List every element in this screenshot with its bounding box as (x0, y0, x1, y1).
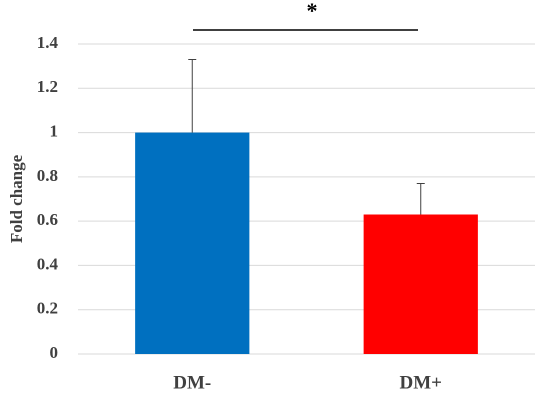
y-tick-label: 1 (50, 121, 59, 140)
y-tick-label: 1.4 (37, 33, 59, 52)
x-tick-label: DM+ (400, 372, 442, 393)
y-tick-label: 0.8 (37, 166, 58, 185)
bar (135, 132, 250, 354)
y-tick-label: 0.4 (37, 254, 59, 273)
significance-label: * (307, 0, 318, 23)
x-tick-label: DM- (173, 372, 211, 393)
y-axis-label: Fold change (7, 154, 26, 243)
y-tick-label: 0.2 (37, 299, 58, 318)
y-tick-label: 0 (50, 343, 59, 362)
bar (363, 214, 478, 354)
y-tick-label: 1.2 (37, 77, 58, 96)
y-tick-label: 0.6 (37, 210, 58, 229)
